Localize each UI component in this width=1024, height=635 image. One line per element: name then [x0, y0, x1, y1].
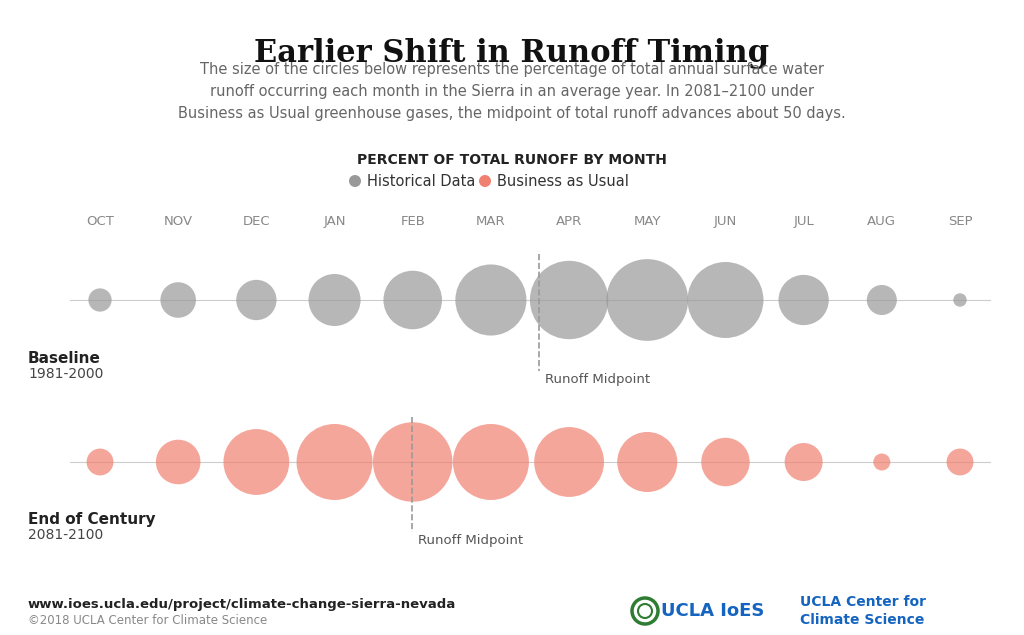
- Ellipse shape: [953, 293, 967, 307]
- Ellipse shape: [156, 439, 201, 485]
- Text: Baseline: Baseline: [28, 351, 101, 366]
- Ellipse shape: [308, 274, 360, 326]
- Text: Historical Data: Historical Data: [367, 173, 475, 189]
- Text: NOV: NOV: [164, 215, 193, 228]
- Text: MAY: MAY: [634, 215, 662, 228]
- Text: JAN: JAN: [324, 215, 346, 228]
- Text: ©2018 UCLA Center for Climate Science: ©2018 UCLA Center for Climate Science: [28, 614, 267, 627]
- Ellipse shape: [373, 422, 453, 502]
- Ellipse shape: [383, 271, 442, 330]
- Text: Runoff Midpoint: Runoff Midpoint: [545, 373, 650, 386]
- Ellipse shape: [479, 175, 490, 187]
- Text: OCT: OCT: [86, 215, 114, 228]
- Ellipse shape: [530, 261, 608, 339]
- Ellipse shape: [237, 280, 276, 320]
- Ellipse shape: [453, 424, 529, 500]
- Ellipse shape: [349, 175, 361, 187]
- Text: Business as Usual: Business as Usual: [497, 173, 629, 189]
- Ellipse shape: [297, 424, 373, 500]
- Text: PERCENT OF TOTAL RUNOFF BY MONTH: PERCENT OF TOTAL RUNOFF BY MONTH: [357, 153, 667, 167]
- Text: APR: APR: [556, 215, 583, 228]
- Text: www.ioes.ucla.edu/project/climate-change-sierra-nevada: www.ioes.ucla.edu/project/climate-change…: [28, 598, 457, 611]
- Ellipse shape: [866, 285, 897, 315]
- Ellipse shape: [946, 448, 974, 476]
- Text: End of Century: End of Century: [28, 512, 156, 527]
- Text: Earlier Shift in Runoff Timing: Earlier Shift in Runoff Timing: [254, 38, 770, 69]
- Ellipse shape: [784, 443, 822, 481]
- Ellipse shape: [873, 453, 890, 471]
- Text: JUN: JUN: [714, 215, 737, 228]
- Ellipse shape: [778, 275, 828, 325]
- Text: JUL: JUL: [794, 215, 814, 228]
- Ellipse shape: [606, 259, 688, 341]
- Ellipse shape: [161, 282, 196, 318]
- Text: FEB: FEB: [400, 215, 425, 228]
- Text: 2081-2100: 2081-2100: [28, 528, 103, 542]
- Text: SEP: SEP: [947, 215, 973, 228]
- Ellipse shape: [456, 264, 526, 335]
- Ellipse shape: [88, 288, 112, 312]
- Text: DEC: DEC: [243, 215, 270, 228]
- Text: AUG: AUG: [867, 215, 896, 228]
- Text: The size of the circles below represents the percentage of total annual surface : The size of the circles below represents…: [178, 62, 846, 121]
- Ellipse shape: [223, 429, 289, 495]
- Text: 1981-2000: 1981-2000: [28, 367, 103, 381]
- Text: UCLA IoES: UCLA IoES: [662, 602, 764, 620]
- Text: MAR: MAR: [476, 215, 506, 228]
- Ellipse shape: [701, 438, 750, 486]
- Ellipse shape: [87, 448, 114, 476]
- Ellipse shape: [535, 427, 604, 497]
- Ellipse shape: [617, 432, 677, 492]
- Text: Runoff Midpoint: Runoff Midpoint: [418, 534, 523, 547]
- Text: UCLA Center for
Climate Science: UCLA Center for Climate Science: [800, 596, 926, 627]
- Ellipse shape: [687, 262, 764, 338]
